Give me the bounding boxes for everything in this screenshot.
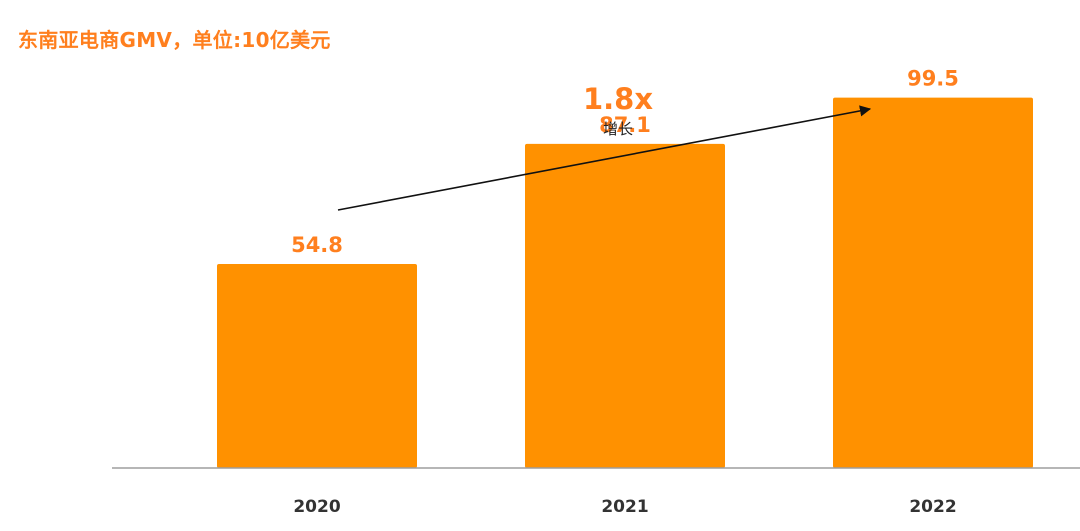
bar-2022 [833, 97, 1033, 469]
value-label-2020: 54.8 [291, 233, 343, 257]
growth-caption: 增长 [603, 120, 633, 138]
value-label-2021: 87.1 [599, 113, 651, 137]
chart-title: 东南亚电商GMV，单位:10亿美元 [18, 28, 331, 52]
bar-2021 [525, 143, 725, 468]
bar-2020 [217, 264, 417, 468]
x-axis-ticks: 2020 2021 2022 [293, 497, 956, 517]
x-tick-label-2020: 2020 [293, 497, 340, 517]
bars-layer [217, 97, 1033, 469]
value-labels-layer: 54.8 87.1 99.5 [291, 67, 959, 257]
growth-value-label: 1.8x [583, 82, 653, 116]
growth-arrow [337, 105, 872, 211]
x-tick-label-2022: 2022 [909, 497, 956, 517]
x-tick-label-2021: 2021 [601, 497, 648, 517]
value-label-2022: 99.5 [907, 67, 959, 91]
